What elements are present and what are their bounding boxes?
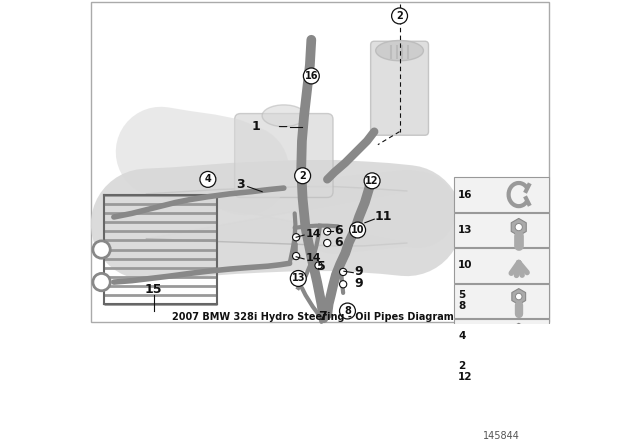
Circle shape: [93, 273, 110, 291]
Text: 3: 3: [236, 178, 244, 191]
FancyBboxPatch shape: [454, 390, 549, 425]
Text: 16: 16: [458, 190, 473, 199]
Text: 145844: 145844: [483, 431, 520, 441]
Ellipse shape: [376, 40, 424, 61]
Text: 11: 11: [374, 211, 392, 224]
Circle shape: [291, 271, 307, 286]
Polygon shape: [500, 409, 534, 418]
FancyBboxPatch shape: [454, 284, 549, 318]
FancyBboxPatch shape: [454, 354, 549, 389]
Text: 14: 14: [305, 253, 321, 263]
Text: 4: 4: [205, 174, 211, 185]
Text: 10: 10: [458, 260, 473, 271]
Text: 2: 2: [300, 171, 306, 181]
Circle shape: [340, 268, 347, 276]
Text: 7: 7: [318, 310, 326, 323]
Circle shape: [349, 222, 365, 238]
Circle shape: [364, 173, 380, 189]
Circle shape: [294, 168, 310, 184]
Text: 5
8: 5 8: [458, 290, 465, 311]
Circle shape: [515, 224, 522, 231]
FancyBboxPatch shape: [371, 41, 429, 135]
Circle shape: [315, 262, 322, 269]
Text: 15: 15: [145, 283, 163, 296]
Text: 2007 BMW 328i Hydro Steering - Oil Pipes Diagram: 2007 BMW 328i Hydro Steering - Oil Pipes…: [172, 312, 454, 322]
Circle shape: [93, 241, 110, 258]
Text: 13: 13: [458, 225, 473, 235]
Text: 16: 16: [305, 71, 318, 81]
Circle shape: [515, 293, 522, 300]
Text: 9: 9: [355, 265, 364, 278]
Circle shape: [303, 68, 319, 84]
Text: 2: 2: [396, 11, 403, 21]
Polygon shape: [147, 187, 407, 246]
Text: 2
12: 2 12: [458, 362, 473, 382]
FancyBboxPatch shape: [235, 113, 333, 198]
Text: 14: 14: [305, 228, 321, 239]
Text: 5: 5: [317, 260, 326, 273]
FancyBboxPatch shape: [454, 177, 549, 212]
Circle shape: [340, 280, 347, 288]
Circle shape: [392, 8, 408, 24]
Circle shape: [200, 172, 216, 187]
Text: 1: 1: [252, 120, 260, 133]
Text: 6: 6: [335, 236, 343, 249]
Text: 12: 12: [365, 176, 379, 186]
Text: 8: 8: [344, 306, 351, 316]
Circle shape: [324, 239, 331, 247]
Circle shape: [292, 252, 300, 260]
Circle shape: [324, 228, 331, 235]
Text: 13: 13: [292, 273, 305, 284]
Text: 10: 10: [351, 225, 364, 235]
Circle shape: [292, 233, 300, 241]
Text: 9: 9: [355, 277, 364, 290]
Ellipse shape: [262, 105, 305, 127]
Text: 4: 4: [458, 332, 465, 341]
FancyBboxPatch shape: [454, 248, 549, 283]
Text: 6: 6: [335, 224, 343, 237]
FancyBboxPatch shape: [454, 319, 549, 353]
FancyBboxPatch shape: [454, 213, 549, 247]
Circle shape: [340, 303, 355, 319]
